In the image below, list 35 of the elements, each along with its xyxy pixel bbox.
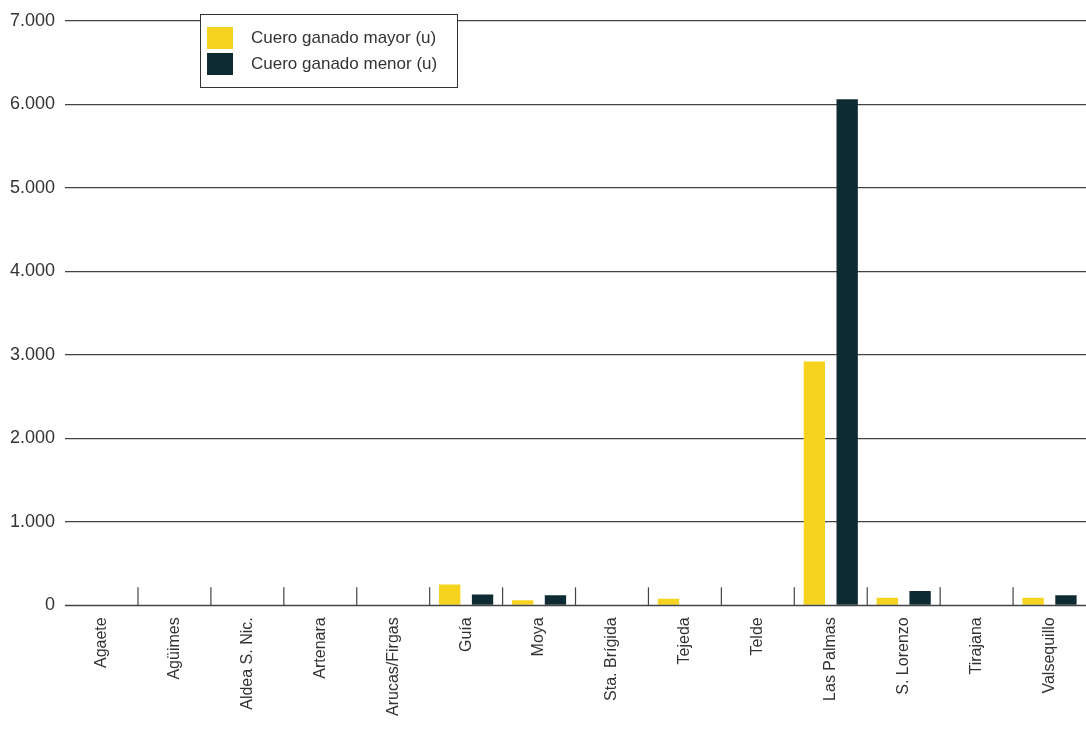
bar — [1022, 597, 1044, 605]
bar — [471, 594, 494, 605]
x-tick-label: Aldea S. Nic. — [237, 617, 255, 710]
y-tick-label: 5.000 — [10, 176, 56, 197]
legend-label: Cuero ganado menor (u) — [251, 54, 438, 74]
x-tick-label: Agaete — [91, 617, 109, 669]
x-tick-label: Moya — [529, 617, 547, 657]
y-tick-label: 3.000 — [10, 343, 56, 364]
y-tick-label: 0 — [45, 594, 56, 615]
bar — [876, 597, 898, 605]
y-tick-label: 4.000 — [10, 260, 56, 281]
bar — [439, 584, 461, 605]
bar — [544, 595, 567, 605]
x-tick-label: Tirajana — [967, 617, 985, 675]
y-tick-label: 7.000 — [10, 9, 56, 30]
x-tick-label: Tejeda — [675, 617, 693, 665]
x-tick-label: Arucas/Firgas — [383, 617, 401, 717]
legend-label: Cuero ganado mayor (u) — [251, 28, 437, 48]
x-tick-label: Valsequillo — [1039, 617, 1057, 694]
bar — [909, 591, 931, 605]
y-tick-label: 6.000 — [10, 93, 56, 114]
x-tick-label: Artenara — [310, 617, 328, 679]
y-tick-label: 1.000 — [10, 510, 56, 531]
x-tick-label: Telde — [748, 617, 766, 656]
x-tick-label: Agüimes — [164, 617, 182, 680]
bar — [836, 99, 858, 605]
x-tick-label: Guía — [456, 617, 474, 652]
x-tick-label: Sta. Brígida — [602, 617, 620, 701]
x-tick-label: S. Lorenzo — [894, 617, 912, 695]
bar — [1055, 595, 1077, 605]
bar — [803, 361, 826, 605]
bar — [657, 598, 680, 605]
bar — [511, 600, 534, 605]
x-tick-label: Las Palmas — [821, 617, 839, 701]
y-tick-label: 2.000 — [10, 427, 56, 448]
